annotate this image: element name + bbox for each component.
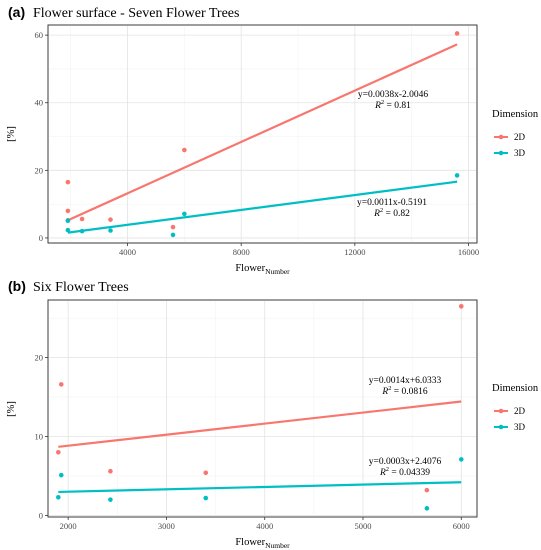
data-point-2D (108, 468, 113, 474)
legend-key-point-2D (498, 408, 504, 414)
data-point-3D (458, 457, 464, 462)
panel-tag: (b) (8, 278, 26, 294)
data-point-3D (56, 494, 61, 500)
legend-key-point-3D (498, 150, 504, 156)
panel-b: (b) Six Flower Trees 2000 3000 4000 5000 6000 0… (6, 278, 539, 550)
fit-r2-3D: R2 = 0.04339 (379, 466, 430, 478)
x-tick-label: 12000 (344, 247, 365, 257)
plot-border (47, 24, 478, 244)
data-point-3D (170, 232, 176, 238)
data-point-3D (58, 472, 64, 478)
legend-title: Dimension (492, 109, 539, 120)
panel-tag: (a) (8, 4, 25, 20)
x-tick-label: 5000 (354, 521, 371, 531)
fit-equation-3D: y=0.0011x-0.5191 (357, 198, 427, 208)
data-point-2D (108, 217, 113, 222)
fit-line-2D (67, 43, 458, 222)
data-point-2D (170, 224, 176, 230)
legend-key-point-2D (498, 134, 504, 140)
x-tick-label: 8000 (233, 247, 250, 257)
y-axis-title: [%] (6, 401, 17, 417)
data-point-2D (56, 449, 61, 455)
fit-equation-2D: y=0.0038x-2.0046 (358, 90, 429, 100)
x-axis-title-main: Flower (235, 537, 265, 548)
data-point-2D (454, 31, 460, 36)
r2-symbol: R (379, 468, 386, 478)
plot-frame (47, 24, 478, 244)
data-point-2D (79, 216, 85, 222)
r2-superscript: 2 (381, 99, 384, 106)
data-point-3D (79, 228, 85, 234)
legend: Dimension 2D 3D (492, 109, 539, 158)
y-axis-title: [%] (6, 126, 17, 142)
fit-line-2D (58, 400, 462, 448)
data-point-3D (108, 497, 113, 502)
r2-symbol: R (374, 101, 381, 111)
y-tick-label: 60 (35, 30, 44, 40)
x-axis-title-subscript: Number (265, 541, 290, 550)
legend: Dimension 2D 3D (492, 383, 539, 432)
data-point-2D (58, 382, 64, 387)
legend-label-2D: 2D (514, 406, 526, 416)
data-point-3D (203, 495, 209, 501)
r2-value: = 0.04339 (389, 468, 430, 478)
x-tick-label: 4000 (119, 247, 136, 257)
legend-label-3D: 3D (514, 422, 526, 432)
data-point-3D (182, 211, 187, 217)
x-axis-title: FlowerNumber (235, 537, 290, 550)
panel-title: Flower surface - Seven Flower Trees (33, 6, 239, 21)
x-tick-label: 3000 (158, 521, 175, 531)
data-point-2D (182, 147, 187, 153)
fit-line-3D (67, 180, 458, 234)
r2-value: = 0.82 (383, 209, 410, 219)
y-tick-label: 20 (35, 165, 44, 175)
data-point-2D (458, 304, 464, 309)
data-point-2D (424, 487, 430, 493)
data-point-3D (454, 173, 460, 178)
data-point-3D (424, 506, 430, 511)
x-tick-label: 6000 (453, 521, 470, 531)
fit-equation-3D: y=0.0003x+2.4076 (369, 457, 442, 467)
x-axis-title-subscript: Number (265, 267, 290, 276)
legend-title: Dimension (492, 383, 539, 394)
data-point-2D (203, 470, 209, 476)
y-tick-label: 0 (39, 233, 43, 243)
y-tick-label: 20 (35, 353, 44, 363)
legend-key-point-3D (498, 424, 504, 430)
fit-r2-2D: R2 = 0.0816 (381, 385, 428, 397)
data-point-2D (65, 208, 71, 214)
y-tick-label: 10 (35, 432, 44, 442)
r2-symbol: R (373, 209, 380, 219)
x-axis-title-main: Flower (235, 263, 265, 274)
data-point-3D (65, 227, 71, 233)
x-tick-label: 4000 (256, 521, 273, 531)
r2-superscript: 2 (386, 466, 389, 473)
x-axis-title: FlowerNumber (235, 263, 290, 276)
legend-label-2D: 2D (514, 132, 526, 142)
series-2D (56, 304, 464, 493)
r2-superscript: 2 (388, 385, 391, 392)
series-3D (65, 173, 460, 238)
fit-equation-2D: y=0.0014x+6.0333 (369, 376, 442, 386)
panel-title: Six Flower Trees (33, 280, 129, 295)
panel-a: (a) Flower surface - Seven Flower Trees 40… (6, 4, 539, 276)
data-point-3D (65, 218, 71, 223)
fit-r2-3D: R2 = 0.82 (373, 207, 410, 219)
series-3D (56, 457, 464, 511)
r2-value: = 0.81 (384, 101, 411, 111)
r2-superscript: 2 (380, 207, 383, 214)
fit-r2-2D: R2 = 0.81 (374, 99, 411, 111)
x-tick-label: 16000 (458, 247, 479, 257)
legend-label-3D: 3D (514, 148, 526, 158)
x-tick-label: 2000 (60, 521, 77, 531)
r2-value: = 0.0816 (391, 387, 427, 397)
data-point-3D (108, 228, 113, 233)
fit-line-3D (58, 481, 462, 494)
y-tick-label: 40 (35, 98, 44, 108)
r2-symbol: R (381, 387, 388, 397)
plot-border (47, 299, 478, 518)
data-point-2D (65, 179, 71, 185)
y-tick-label: 0 (39, 510, 43, 520)
